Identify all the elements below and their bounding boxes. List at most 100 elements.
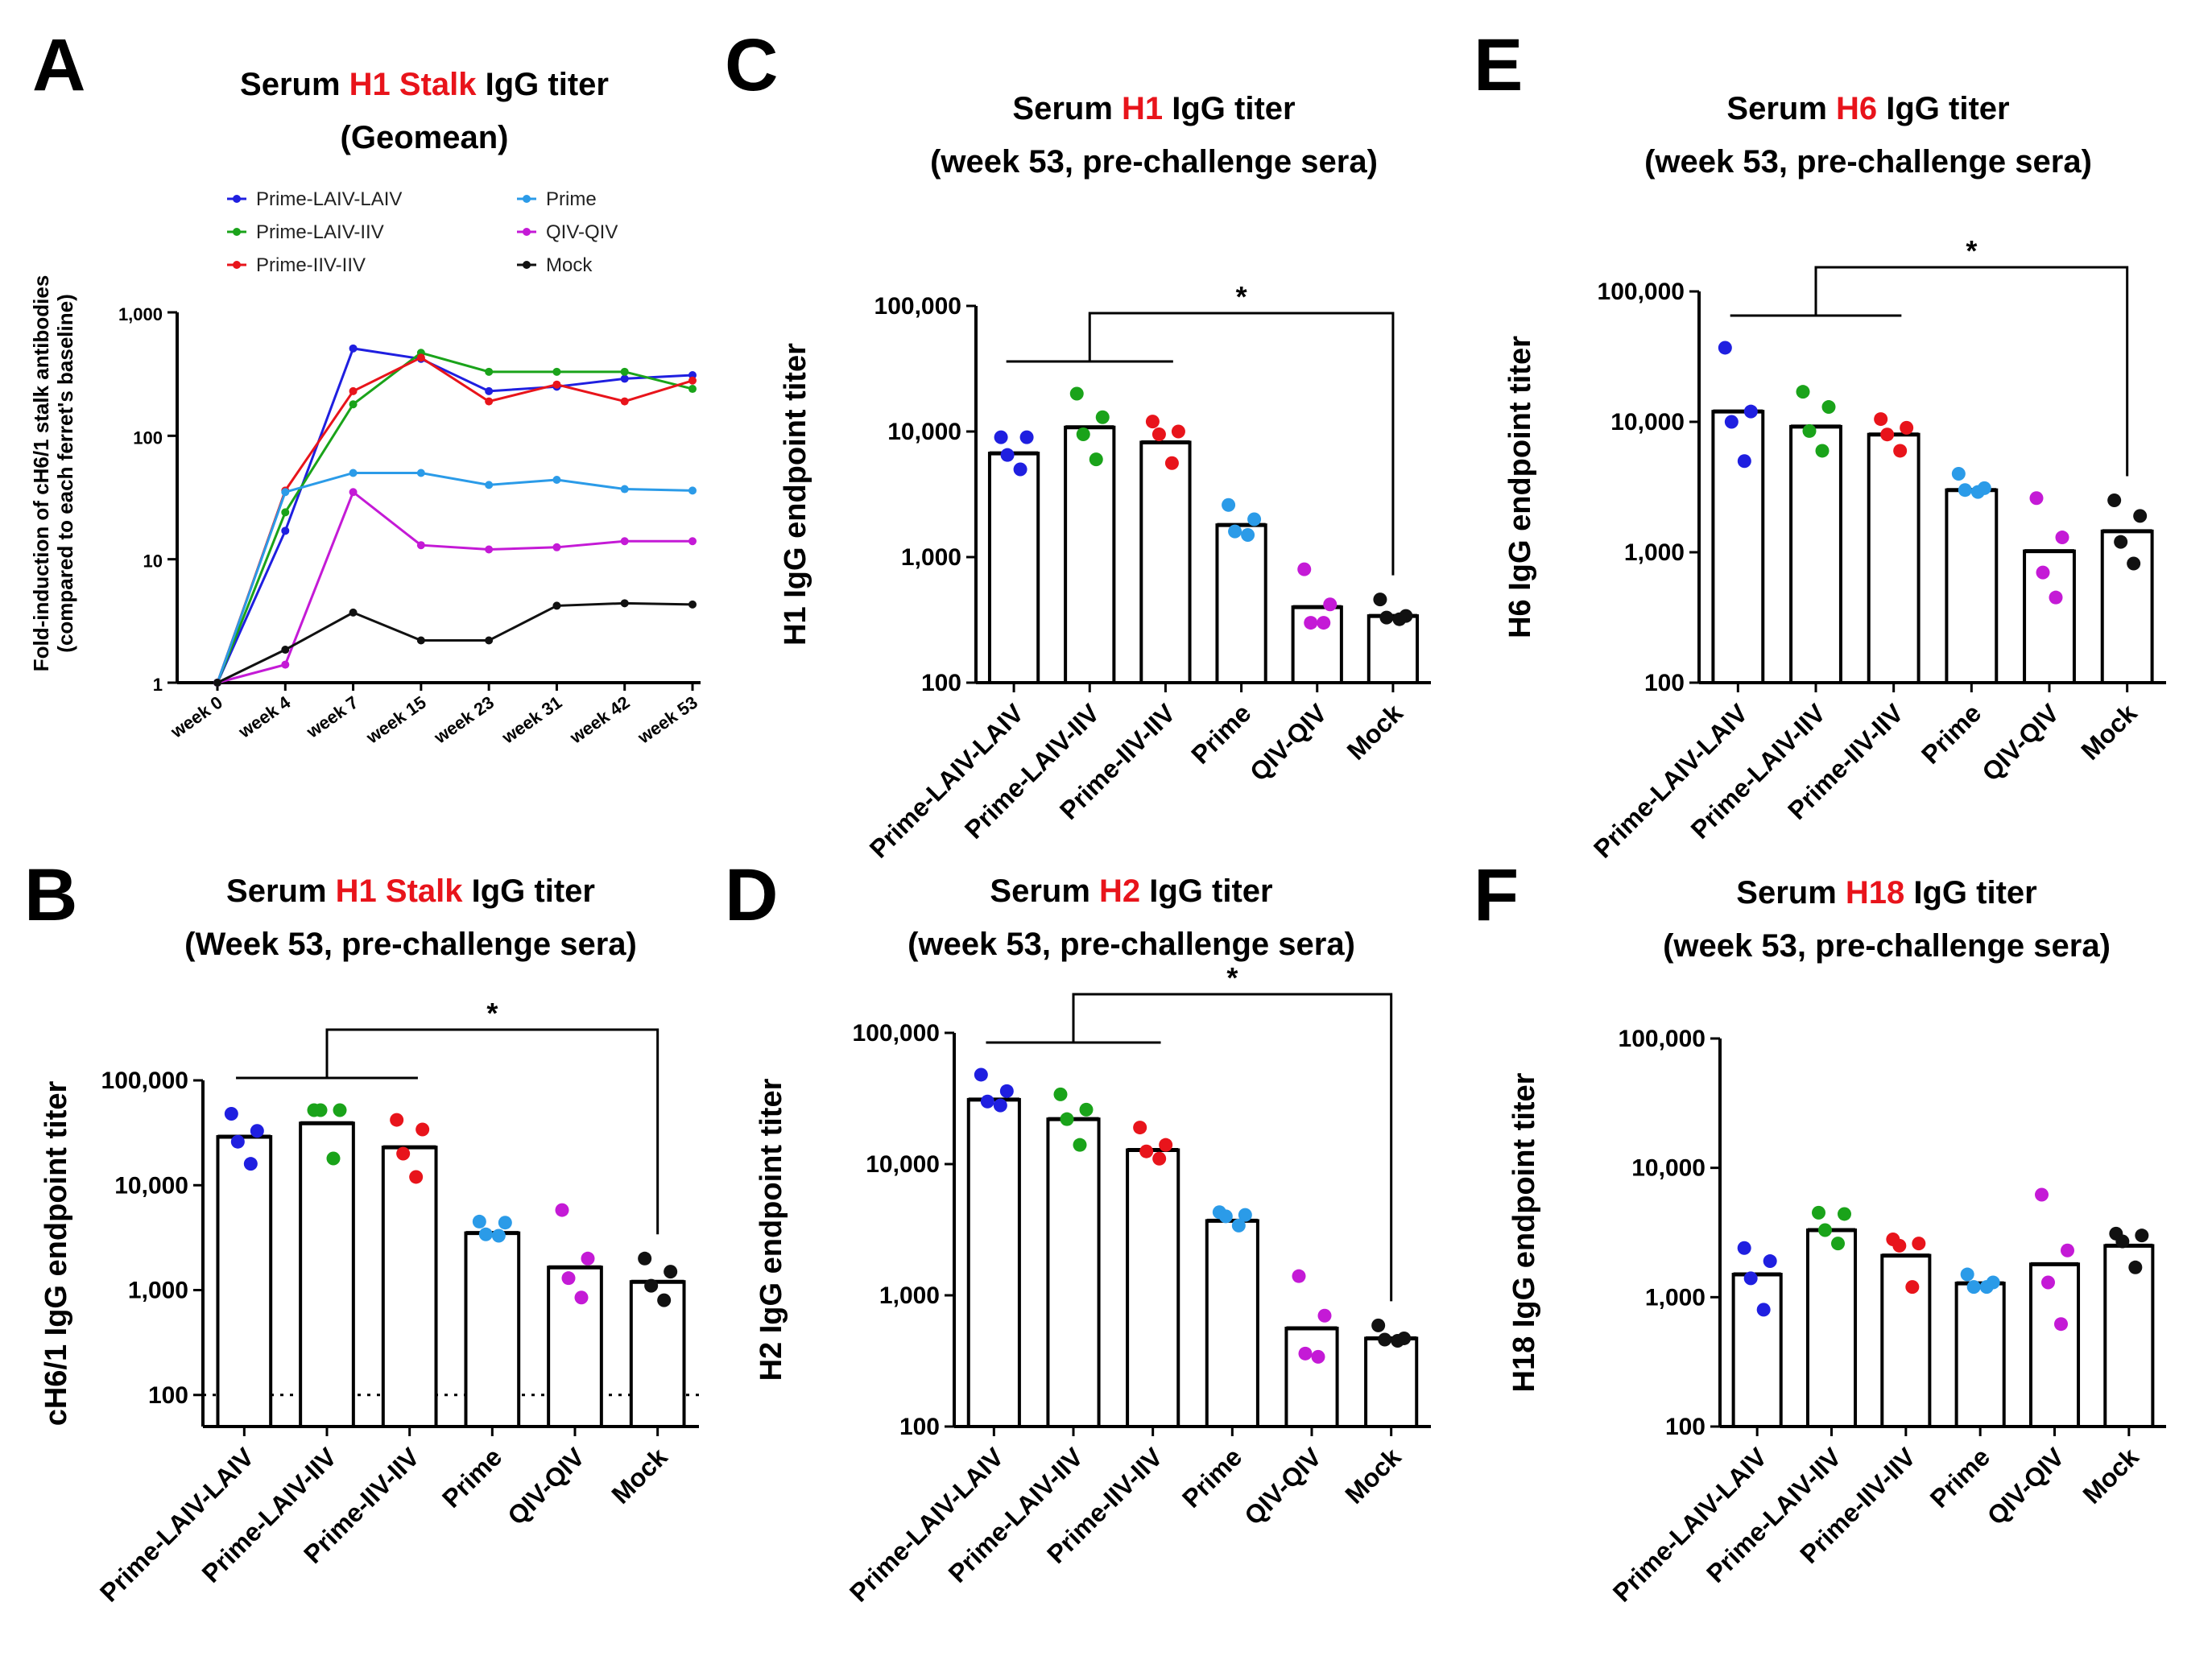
data-point: [1815, 444, 1830, 458]
series-point: [485, 481, 494, 489]
chart-title-line: (week 53, pre-challenge sera): [1663, 928, 2111, 964]
x-category-label: Prime: [1916, 698, 1987, 769]
data-point: [555, 1203, 569, 1217]
data-point: [1133, 1121, 1147, 1135]
data-point: [1724, 415, 1739, 429]
y-tick-label: 100: [133, 427, 163, 448]
series-point: [688, 486, 697, 495]
x-category-label: week 53: [634, 692, 701, 748]
data-point: [1970, 485, 1985, 499]
series-point: [620, 397, 629, 406]
y-tick-label: 10,000: [114, 1172, 188, 1199]
data-point: [664, 1265, 678, 1279]
data-point: [1737, 454, 1751, 469]
data-point: [390, 1113, 404, 1127]
data-point: [1317, 616, 1331, 630]
y-tick-label: 10,000: [1610, 409, 1685, 436]
data-point: [2115, 1234, 2130, 1249]
bar: [2103, 1244, 2155, 1428]
title-run: Serum: [1012, 91, 1122, 126]
data-point: [1379, 610, 1394, 625]
title-run: H1: [1122, 91, 1163, 126]
x-category-label: week 15: [362, 692, 429, 748]
y-axis-title: H18 IgG endpoint titer: [1507, 1072, 1541, 1392]
bar: [1731, 1273, 1783, 1429]
data-point: [974, 1067, 988, 1082]
data-point: [1231, 1218, 1246, 1233]
panel-label: D: [725, 854, 778, 936]
title-run: (week 53, pre-challenge sera): [908, 927, 1355, 962]
legend-label: Prime-IIV-IIV: [256, 254, 366, 276]
panel-label: E: [1474, 24, 1523, 106]
panel-label: F: [1474, 854, 1519, 936]
data-point: [1763, 1254, 1777, 1269]
y-tick-label: 100,000: [1619, 1026, 1706, 1052]
y-axis-title: H1 IgG endpoint titer: [779, 343, 812, 646]
series-line: [217, 601, 693, 684]
data-point: [1079, 1102, 1094, 1117]
panel-label: B: [24, 854, 77, 936]
series-point: [485, 636, 494, 645]
data-point: [1222, 498, 1236, 512]
chart-title-line: Serum H1 IgG titer: [1012, 91, 1295, 126]
legend-label: QIV-QIV: [546, 221, 618, 243]
x-category-label: Mock: [1342, 698, 1408, 765]
data-point: [999, 1084, 1014, 1098]
x-category-label: Prime: [436, 1442, 507, 1513]
legend-label: Prime-LAIV-LAIV: [256, 188, 402, 210]
data-point: [1241, 528, 1255, 543]
legend-marker: [233, 195, 241, 203]
chart-title-line: (week 53, pre-challenge sera): [908, 927, 1355, 962]
bar: [1139, 440, 1192, 685]
legend-label: Mock: [546, 254, 593, 276]
data-point: [1392, 612, 1407, 626]
data-point: [1880, 427, 1895, 442]
bar: [987, 452, 1040, 684]
bar: [381, 1146, 438, 1428]
title-run: (week 53, pre-challenge sera): [1663, 928, 2111, 964]
data-point: [1053, 1087, 1068, 1101]
data-point: [1164, 456, 1179, 470]
data-point: [2049, 590, 2063, 605]
series-point: [620, 374, 629, 383]
bar: [1215, 523, 1267, 684]
title-run: Serum: [1726, 91, 1836, 126]
legend-marker: [523, 261, 531, 269]
bar: [1364, 1336, 1419, 1428]
data-point: [1089, 452, 1103, 467]
data-point: [657, 1293, 672, 1307]
bar: [629, 1280, 686, 1429]
data-point: [1247, 512, 1262, 526]
y-tick-label: 100: [899, 1414, 940, 1440]
chart-title-line: (week 53, pre-challenge sera): [1644, 144, 2092, 180]
legend-marker: [523, 228, 531, 236]
bar: [2100, 529, 2154, 685]
series-point: [416, 469, 425, 477]
bar: [1805, 1228, 1858, 1428]
title-run: IgG titer: [1163, 91, 1295, 126]
title-run: IgG titer: [477, 67, 609, 102]
bar: [1205, 1219, 1259, 1429]
series-point: [688, 385, 697, 394]
title-run: Serum: [990, 873, 1099, 909]
x-category-label: Prime: [1925, 1442, 1995, 1513]
bar: [1291, 605, 1343, 684]
y-tick-label: 1,000: [879, 1282, 940, 1309]
data-point: [1323, 597, 1338, 612]
data-point: [2041, 1275, 2055, 1290]
data-point: [416, 1122, 430, 1137]
data-point: [333, 1103, 347, 1117]
data-point: [1069, 386, 1084, 401]
x-category-label: Prime-LAIV-IIV: [1685, 698, 1832, 844]
data-point: [498, 1216, 512, 1230]
series-line: [216, 351, 693, 683]
y-axis-title: (compared to each ferret's baseline): [53, 294, 77, 652]
data-point: [2114, 535, 2128, 549]
data-point: [2054, 1317, 2068, 1332]
title-run: H6: [1836, 91, 1877, 126]
bar: [1284, 1327, 1339, 1429]
data-point: [1821, 400, 1836, 415]
legend-label: Prime: [546, 188, 597, 210]
y-tick-label: 1,000: [118, 304, 163, 324]
